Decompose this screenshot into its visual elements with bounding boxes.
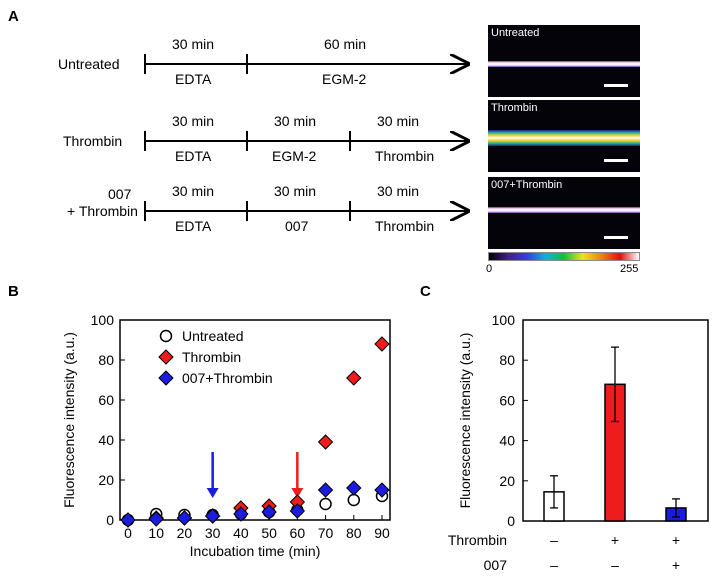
point-thrombin <box>374 336 390 352</box>
micrograph-thrombin: Thrombin <box>488 100 640 172</box>
arrow-head <box>206 488 219 498</box>
micrograph-007-thrombin: 007+Thrombin <box>488 177 640 249</box>
condition-sign: + <box>672 532 680 548</box>
point-thrombin <box>346 370 362 386</box>
point-007-thrombin <box>317 482 334 498</box>
point-007-thrombin <box>289 503 306 519</box>
step-label: EDTA <box>175 148 212 164</box>
point-007-thrombin <box>176 510 193 526</box>
y-tick-label: 80 <box>98 352 114 368</box>
y-tick-label: 100 <box>91 312 115 328</box>
point-thrombin <box>317 434 334 450</box>
timeline-untreated <box>144 54 468 74</box>
step-label: 007 <box>285 218 309 234</box>
step-label: EDTA <box>175 218 212 234</box>
y-tick-label: 40 <box>499 433 515 449</box>
point-007-thrombin <box>374 482 390 498</box>
arrow-head <box>291 488 304 498</box>
point-007-thrombin <box>233 506 249 522</box>
condition-label: 007 <box>484 557 508 573</box>
duration: 30 min <box>172 183 215 199</box>
point-007-thrombin <box>346 480 362 496</box>
point-007-thrombin <box>120 512 136 528</box>
micrograph-untreated: Untreated <box>488 25 640 97</box>
image-label: Untreated <box>491 27 540 39</box>
timeline-007-thrombin <box>144 201 468 221</box>
duration: 60 min <box>324 36 367 52</box>
timeline-diagram <box>144 54 480 221</box>
condition-sign: – <box>611 557 619 573</box>
x-axis-label: Incubation time (min) <box>190 543 321 559</box>
point-007-thrombin <box>148 511 164 527</box>
y-tick-label: 60 <box>499 392 515 408</box>
plot-frame <box>119 319 391 521</box>
image-label: Thrombin <box>491 102 538 114</box>
point-untreated <box>319 497 332 511</box>
x-tick-label: 70 <box>318 525 334 541</box>
condition-sign: + <box>611 532 619 548</box>
row-name: Thrombin <box>63 133 123 149</box>
colorbar-max: 255 <box>620 263 639 275</box>
y-tick-label: 100 <box>492 312 516 328</box>
x-tick-label: 40 <box>233 525 249 541</box>
x-tick-label: 0 <box>124 525 132 541</box>
y-axis-label: Fluorescence intensity (a.u.) <box>61 332 77 508</box>
legend-label-007-thrombin: 007+Thrombin <box>182 370 273 386</box>
step-label: Thrombin <box>375 218 435 234</box>
scatter-chart: 0 20 40 60 80 100 0 10 20 30 40 50 60 70 80 90 Incubatio… <box>61 312 391 559</box>
x-tick-label: 60 <box>290 525 306 541</box>
duration: 30 min <box>172 36 215 52</box>
scale-bar <box>604 84 628 87</box>
x-tick-label: 50 <box>261 525 277 541</box>
panel-label-c: C <box>420 283 431 300</box>
y-tick-label: 0 <box>507 513 515 529</box>
duration: 30 min <box>172 113 215 129</box>
scale-bar <box>604 159 628 162</box>
point-007-thrombin <box>261 504 277 520</box>
panel-label-a: A <box>8 8 19 25</box>
colorbar-min: 0 <box>486 263 493 275</box>
row-name: Untreated <box>58 56 120 72</box>
y-tick-label: 60 <box>98 392 114 408</box>
colorbar <box>488 252 640 261</box>
point-untreated <box>347 493 361 507</box>
legend-label-untreated: Untreated <box>182 328 243 344</box>
panel-label-b: B <box>8 283 19 300</box>
step-label: EGM-2 <box>272 148 317 164</box>
x-tick-label: 90 <box>374 525 390 541</box>
y-tick-label: 80 <box>499 352 515 368</box>
legend-marker-thrombin <box>158 349 174 365</box>
legend-label-thrombin: Thrombin <box>182 349 241 365</box>
y-tick-label: 0 <box>106 512 114 528</box>
y-tick-label: 20 <box>98 472 114 488</box>
timeline-thrombin <box>144 131 468 151</box>
bar-chart: 0 20 40 60 80 100 Fluorescence intensity (a.u.… <box>448 312 709 573</box>
condition-label: Thrombin <box>448 532 507 548</box>
condition-sign: + <box>672 557 680 573</box>
image-label: 007+Thrombin <box>491 179 563 191</box>
x-tick-label: 20 <box>177 525 193 541</box>
row-name: + Thrombin <box>67 203 138 219</box>
point-007-thrombin <box>204 508 221 524</box>
x-tick-label: 30 <box>205 525 221 541</box>
x-tick-label: 10 <box>148 525 164 541</box>
step-label: EGM-2 <box>322 71 367 87</box>
y-tick-label: 40 <box>98 432 114 448</box>
legend-marker-untreated <box>159 329 173 343</box>
step-label: EDTA <box>175 71 212 87</box>
x-tick-label: 80 <box>346 525 362 541</box>
row-name: 007 <box>108 186 132 202</box>
condition-sign: – <box>550 532 558 548</box>
duration: 30 min <box>274 113 317 129</box>
scale-bar <box>604 236 628 239</box>
legend-marker-007-thrombin <box>158 370 174 386</box>
y-axis-label: Fluorescence intensity (a.u.) <box>457 333 473 509</box>
duration: 30 min <box>377 113 420 129</box>
condition-sign: – <box>550 557 558 573</box>
y-tick-label: 20 <box>499 473 515 489</box>
duration: 30 min <box>274 183 317 199</box>
duration: 30 min <box>377 183 420 199</box>
step-label: Thrombin <box>375 148 435 164</box>
